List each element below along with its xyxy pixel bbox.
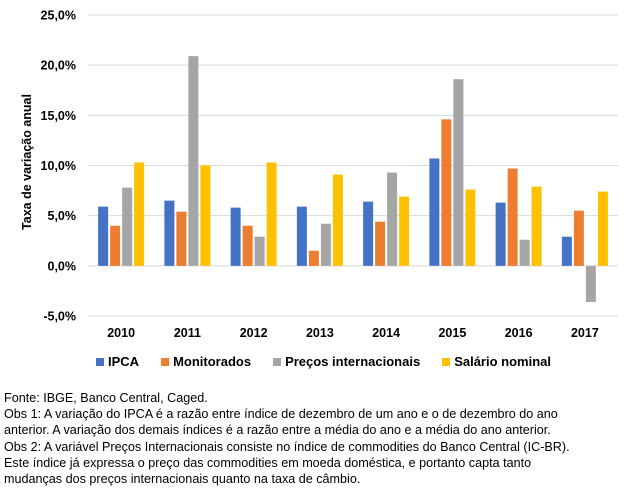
y-tick-label: 5,0%	[48, 209, 77, 223]
bar-chart: -5,0% 0,0% 5,0% 10,0% 15,0% 20,0% 25,0% Taxa d…	[20, 9, 618, 340]
legend-item: IPCA	[96, 354, 139, 369]
source-note: Fonte: IBGE, Banco Central, Caged.	[4, 391, 208, 405]
x-tick-label: 2013	[306, 326, 334, 340]
note-line: Obs 1: A variação do IPCA é a razão entr…	[4, 407, 558, 422]
gridlines	[88, 14, 618, 317]
bar-sal-rio-nominal-2013	[332, 174, 343, 266]
bar-ipca-2011	[164, 200, 175, 266]
bar-sal-rio-nominal-2015	[465, 189, 476, 266]
bars	[98, 56, 608, 302]
y-tick-label: 0,0%	[48, 259, 77, 273]
x-tick-label: 2014	[372, 326, 400, 340]
y-tick-label: -5,0%	[43, 310, 76, 324]
y-tick-label: 25,0%	[41, 9, 76, 23]
bar-ipca-2016	[495, 202, 506, 266]
x-tick-label: 2017	[571, 326, 599, 340]
legend-label: IPCA	[108, 354, 140, 369]
legend-item: Preços internacionais	[273, 354, 420, 369]
bar-sal-rio-nominal-2016	[531, 186, 542, 266]
bar-pre-os-internacionais-2013	[320, 223, 331, 266]
bar-monitorados-2012	[242, 225, 253, 266]
bar-pre-os-internacionais-2017	[585, 265, 596, 302]
bar-monitorados-2013	[308, 250, 319, 266]
bar-pre-os-internacionais-2012	[254, 236, 265, 266]
bar-pre-os-internacionais-2015	[453, 79, 464, 266]
x-tick-label: 2015	[438, 326, 466, 340]
bar-monitorados-2017	[573, 210, 584, 266]
x-tick-label: 2011	[174, 326, 201, 340]
bar-monitorados-2014	[375, 221, 386, 266]
legend-swatch	[273, 357, 282, 366]
x-axis-ticks: 2010 2011 2012 2013 2014 2015 2016 2017	[107, 326, 599, 340]
legend: IPCA Monitorados Preços internacionais Salá…	[96, 354, 551, 369]
bar-ipca-2015	[429, 158, 440, 266]
x-tick-label: 2012	[240, 326, 268, 340]
y-tick-label: 10,0%	[41, 159, 76, 173]
y-axis-label: Taxa de variação anual	[20, 94, 34, 230]
bar-sal-rio-nominal-2012	[266, 162, 277, 266]
bar-monitorados-2016	[507, 168, 518, 266]
x-tick-label: 2016	[505, 326, 533, 340]
bar-sal-rio-nominal-2014	[399, 196, 410, 266]
note-line: Obs 2: A variável Preços Internacionais …	[4, 439, 570, 454]
legend-swatch	[161, 357, 170, 366]
legend-label: Monitorados	[173, 354, 252, 369]
legend-swatch	[442, 357, 451, 366]
legend-swatch	[96, 357, 104, 366]
bar-pre-os-internacionais-2010	[122, 187, 133, 266]
bar-sal-rio-nominal-2017	[597, 191, 608, 266]
legend-label: Salário nominal	[454, 354, 551, 369]
bar-monitorados-2011	[176, 211, 187, 266]
footnotes: Fonte: IBGE, Banco Central, Caged. Obs 1…	[4, 390, 630, 487]
y-tick-label: 15,0%	[41, 109, 76, 123]
y-tick-label: 20,0%	[41, 59, 76, 73]
y-axis-ticks: -5,0% 0,0% 5,0% 10,0% 15,0% 20,0% 25,0%	[41, 9, 76, 324]
note-line: anterior. A variação dos demais índices …	[4, 423, 551, 438]
legend-label: Preços internacionais	[285, 354, 421, 369]
bar-monitorados-2010	[110, 225, 121, 266]
bar-ipca-2012	[230, 207, 241, 266]
bar-ipca-2010	[98, 206, 109, 266]
bar-pre-os-internacionais-2016	[519, 239, 530, 266]
legend-item: Salário nominal	[442, 354, 551, 369]
bar-sal-rio-nominal-2010	[134, 162, 145, 266]
bar-ipca-2014	[363, 201, 374, 266]
note-line: Este índice já expressa o preço das comm…	[4, 455, 532, 470]
bar-ipca-2017	[561, 236, 572, 266]
bar-monitorados-2015	[441, 119, 452, 266]
bar-sal-rio-nominal-2011	[200, 165, 211, 266]
bar-ipca-2013	[296, 206, 307, 266]
legend-item: Monitorados	[161, 354, 251, 369]
x-tick-label: 2010	[107, 326, 135, 340]
note-line: mudanças dos preços internacionais quant…	[4, 472, 361, 487]
bar-pre-os-internacionais-2011	[188, 56, 199, 266]
bar-pre-os-internacionais-2014	[387, 172, 398, 266]
